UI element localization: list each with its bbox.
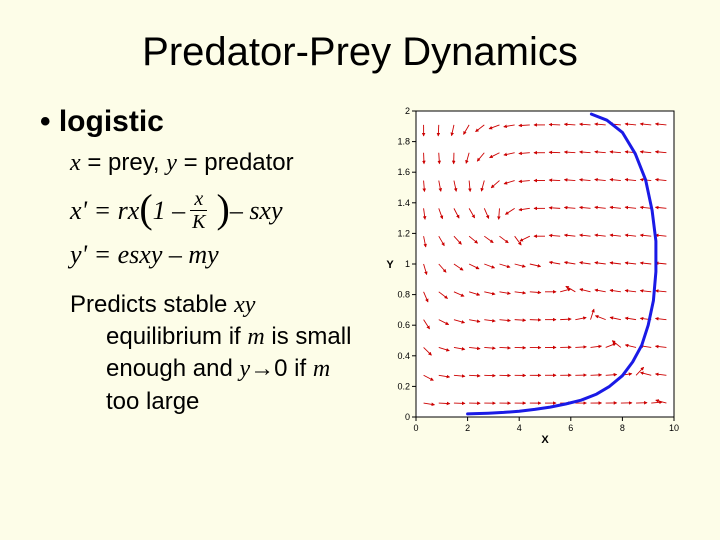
svg-text:2: 2 bbox=[405, 106, 410, 116]
svg-text:4: 4 bbox=[517, 423, 522, 433]
svg-text:2: 2 bbox=[465, 423, 470, 433]
var-x: x bbox=[70, 150, 81, 176]
fraction-x-over-k: x K bbox=[188, 189, 209, 232]
var-y: y bbox=[166, 150, 177, 176]
svg-text:Y: Y bbox=[386, 259, 394, 271]
equations: x' = rx ( 1 – x K ) – sxy y' = esxy – my bbox=[70, 189, 370, 277]
rparen: ) bbox=[216, 191, 229, 227]
variable-definitions: x = prey, y = predator bbox=[70, 149, 370, 177]
bullet-logistic: logistic bbox=[40, 105, 370, 139]
left-column: logistic x = prey, y = predator x' = rx … bbox=[40, 105, 370, 445]
svg-text:0: 0 bbox=[413, 423, 418, 433]
svg-text:0.4: 0.4 bbox=[397, 351, 410, 361]
page-title: Predator-Prey Dynamics bbox=[40, 30, 680, 75]
equation-yprime: y' = esxy – my bbox=[70, 233, 370, 277]
equation-xprime: x' = rx ( 1 – x K ) – sxy bbox=[70, 189, 370, 233]
svg-text:1.8: 1.8 bbox=[397, 137, 410, 147]
svg-text:0.8: 0.8 bbox=[397, 290, 410, 300]
svg-text:1.6: 1.6 bbox=[397, 167, 410, 177]
chart-panel: 0 0.2 0.4 0.6 0.8 1 1.2 1.4 1.6 1.8 2 0 2 4 6 8 10 X Y bbox=[380, 105, 680, 445]
svg-text:6: 6 bbox=[568, 423, 573, 433]
svg-text:1.4: 1.4 bbox=[397, 198, 410, 208]
prediction-text: Predicts stable xy equilibrium if m is s… bbox=[70, 289, 370, 417]
lparen: ( bbox=[139, 191, 152, 227]
svg-text:8: 8 bbox=[620, 423, 625, 433]
phase-plane-chart: 0 0.2 0.4 0.6 0.8 1 1.2 1.4 1.6 1.8 2 0 2 4 6 8 10 X Y bbox=[380, 105, 680, 445]
slide: Predator-Prey Dynamics logistic x = prey… bbox=[0, 0, 720, 540]
svg-text:10: 10 bbox=[669, 423, 679, 433]
svg-text:0.6: 0.6 bbox=[397, 320, 410, 330]
svg-text:0: 0 bbox=[405, 412, 410, 422]
content-row: logistic x = prey, y = predator x' = rx … bbox=[40, 105, 680, 445]
svg-text:1.2: 1.2 bbox=[397, 228, 410, 238]
svg-text:1: 1 bbox=[405, 259, 410, 269]
svg-text:X: X bbox=[541, 434, 549, 445]
svg-text:0.2: 0.2 bbox=[397, 381, 410, 391]
